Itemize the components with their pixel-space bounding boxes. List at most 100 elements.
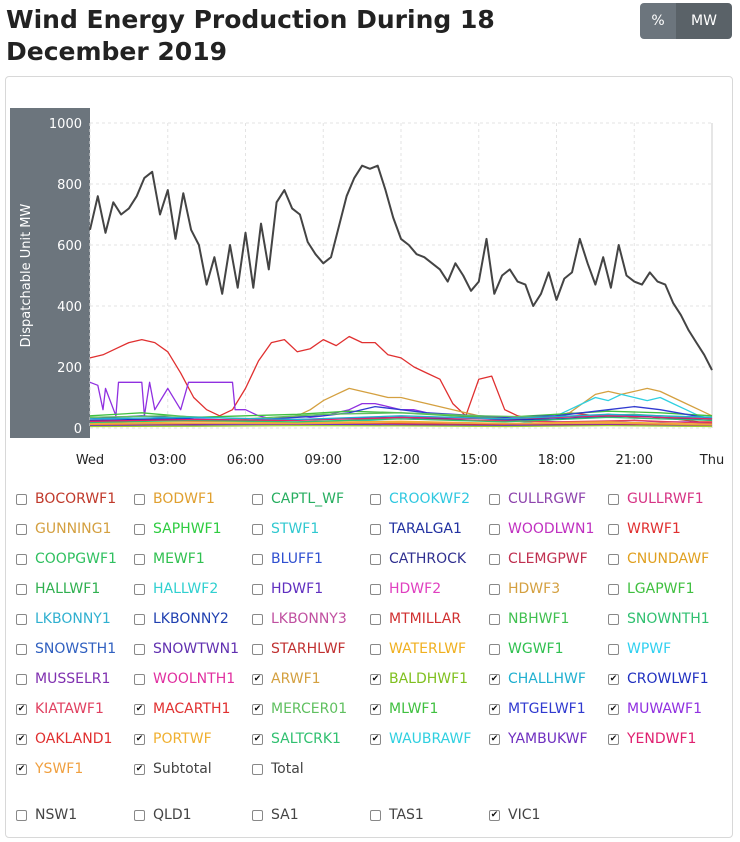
checkbox[interactable] [489, 493, 500, 505]
legend-item-tas1[interactable]: TAS1 [370, 804, 424, 826]
legend-item-stwf1[interactable]: STWF1 [252, 518, 319, 540]
checkbox[interactable] [16, 613, 27, 625]
legend-item-wpwf[interactable]: WPWF [608, 638, 671, 660]
checkbox[interactable] [252, 613, 263, 625]
legend-item-crowlwf1[interactable]: CROWLWF1 [608, 668, 709, 690]
legend-item-vic1[interactable]: VIC1 [489, 804, 540, 826]
checkbox[interactable] [16, 493, 27, 505]
checkbox[interactable] [608, 493, 619, 505]
checkbox[interactable] [134, 523, 145, 535]
percent-button[interactable]: % [640, 3, 676, 39]
legend-item-cathrock[interactable]: CATHROCK [370, 548, 466, 570]
legend-item-sa1[interactable]: SA1 [252, 804, 299, 826]
checkbox[interactable] [608, 733, 619, 745]
legend-item-hallwf1[interactable]: HALLWF1 [16, 578, 100, 600]
legend-item-oakland1[interactable]: OAKLAND1 [16, 728, 112, 750]
legend-item-wgwf1[interactable]: WGWF1 [489, 638, 564, 660]
checkbox[interactable] [489, 613, 500, 625]
checkbox[interactable] [252, 553, 263, 565]
checkbox[interactable] [252, 733, 263, 745]
legend-item-gullrwf1[interactable]: GULLRWF1 [608, 488, 704, 510]
checkbox[interactable] [489, 583, 500, 595]
legend-item-mewf1[interactable]: MEWF1 [134, 548, 205, 570]
legend-item-clemgpwf[interactable]: CLEMGPWF [489, 548, 588, 570]
legend-item-bodwf1[interactable]: BODWF1 [134, 488, 215, 510]
legend-item-hallwf2[interactable]: HALLWF2 [134, 578, 218, 600]
legend-item-lgapwf1[interactable]: LGAPWF1 [608, 578, 694, 600]
checkbox[interactable] [16, 553, 27, 565]
checkbox[interactable] [370, 703, 381, 715]
checkbox[interactable] [608, 583, 619, 595]
checkbox[interactable] [608, 703, 619, 715]
checkbox[interactable] [608, 613, 619, 625]
legend-item-cullrgwf[interactable]: CULLRGWF [489, 488, 586, 510]
legend-item-gunning1[interactable]: GUNNING1 [16, 518, 111, 540]
legend-item-waubrawf[interactable]: WAUBRAWF [370, 728, 471, 750]
checkbox[interactable] [252, 703, 263, 715]
legend-item-starhlwf[interactable]: STARHLWF [252, 638, 346, 660]
checkbox[interactable] [16, 703, 27, 715]
checkbox[interactable] [489, 643, 500, 655]
legend-item-subtotal[interactable]: Subtotal [134, 758, 212, 780]
checkbox[interactable] [134, 613, 145, 625]
legend-item-macarth1[interactable]: MACARTH1 [134, 698, 230, 720]
checkbox[interactable] [134, 643, 145, 655]
checkbox[interactable] [608, 523, 619, 535]
legend-item-coopgwf1[interactable]: COOPGWF1 [16, 548, 117, 570]
legend-item-yambukwf[interactable]: YAMBUKWF [489, 728, 588, 750]
legend-item-lkbonny2[interactable]: LKBONNY2 [134, 608, 229, 630]
legend-item-snownth1[interactable]: SNOWNTH1 [608, 608, 710, 630]
checkbox[interactable] [370, 613, 381, 625]
legend-item-waterlwf[interactable]: WATERLWF [370, 638, 466, 660]
legend-item-total[interactable]: Total [252, 758, 304, 780]
legend-item-snowtwn1[interactable]: SNOWTWN1 [134, 638, 239, 660]
checkbox[interactable] [16, 583, 27, 595]
legend-item-kiatawf1[interactable]: KIATAWF1 [16, 698, 104, 720]
legend-item-muwawf1[interactable]: MUWAWF1 [608, 698, 702, 720]
checkbox[interactable] [134, 583, 145, 595]
legend-item-hdwf3[interactable]: HDWF3 [489, 578, 560, 600]
checkbox[interactable] [489, 553, 500, 565]
legend-item-qld1[interactable]: QLD1 [134, 804, 192, 826]
legend-item-hdwf2[interactable]: HDWF2 [370, 578, 441, 600]
legend-item-cnundawf[interactable]: CNUNDAWF [608, 548, 709, 570]
checkbox[interactable] [370, 643, 381, 655]
checkbox[interactable] [370, 553, 381, 565]
checkbox[interactable] [16, 523, 27, 535]
legend-item-captl-wf[interactable]: CAPTL_WF [252, 488, 344, 510]
checkbox[interactable] [252, 809, 263, 821]
legend-item-snowsth1[interactable]: SNOWSTH1 [16, 638, 116, 660]
legend-item-woolnth1[interactable]: WOOLNTH1 [134, 668, 235, 690]
checkbox[interactable] [16, 673, 27, 685]
legend-item-taralga1[interactable]: TARALGA1 [370, 518, 462, 540]
legend-item-crookwf2[interactable]: CROOKWF2 [370, 488, 470, 510]
checkbox[interactable] [16, 763, 27, 775]
checkbox[interactable] [134, 733, 145, 745]
legend-item-mtgelwf1[interactable]: MTGELWF1 [489, 698, 586, 720]
legend-item-lkbonny3[interactable]: LKBONNY3 [252, 608, 347, 630]
legend-item-yendwf1[interactable]: YENDWF1 [608, 728, 696, 750]
legend-item-bluff1[interactable]: BLUFF1 [252, 548, 323, 570]
checkbox[interactable] [252, 493, 263, 505]
checkbox[interactable] [134, 703, 145, 715]
legend-item-yswf1[interactable]: YSWF1 [16, 758, 83, 780]
legend-item-bocorwf1[interactable]: BOCORWF1 [16, 488, 116, 510]
checkbox[interactable] [370, 733, 381, 745]
legend-item-musselr1[interactable]: MUSSELR1 [16, 668, 110, 690]
checkbox[interactable] [252, 673, 263, 685]
legend-item-mtmillar[interactable]: MTMILLAR [370, 608, 461, 630]
legend-item-mlwf1[interactable]: MLWF1 [370, 698, 438, 720]
checkbox[interactable] [370, 673, 381, 685]
legend-item-saphwf1[interactable]: SAPHWF1 [134, 518, 222, 540]
checkbox[interactable] [608, 643, 619, 655]
legend-item-nsw1[interactable]: NSW1 [16, 804, 77, 826]
mw-button[interactable]: MW [676, 3, 732, 39]
checkbox[interactable] [370, 809, 381, 821]
checkbox[interactable] [608, 673, 619, 685]
checkbox[interactable] [252, 583, 263, 595]
checkbox[interactable] [16, 643, 27, 655]
checkbox[interactable] [370, 523, 381, 535]
checkbox[interactable] [16, 809, 27, 821]
checkbox[interactable] [489, 809, 500, 821]
checkbox[interactable] [370, 493, 381, 505]
